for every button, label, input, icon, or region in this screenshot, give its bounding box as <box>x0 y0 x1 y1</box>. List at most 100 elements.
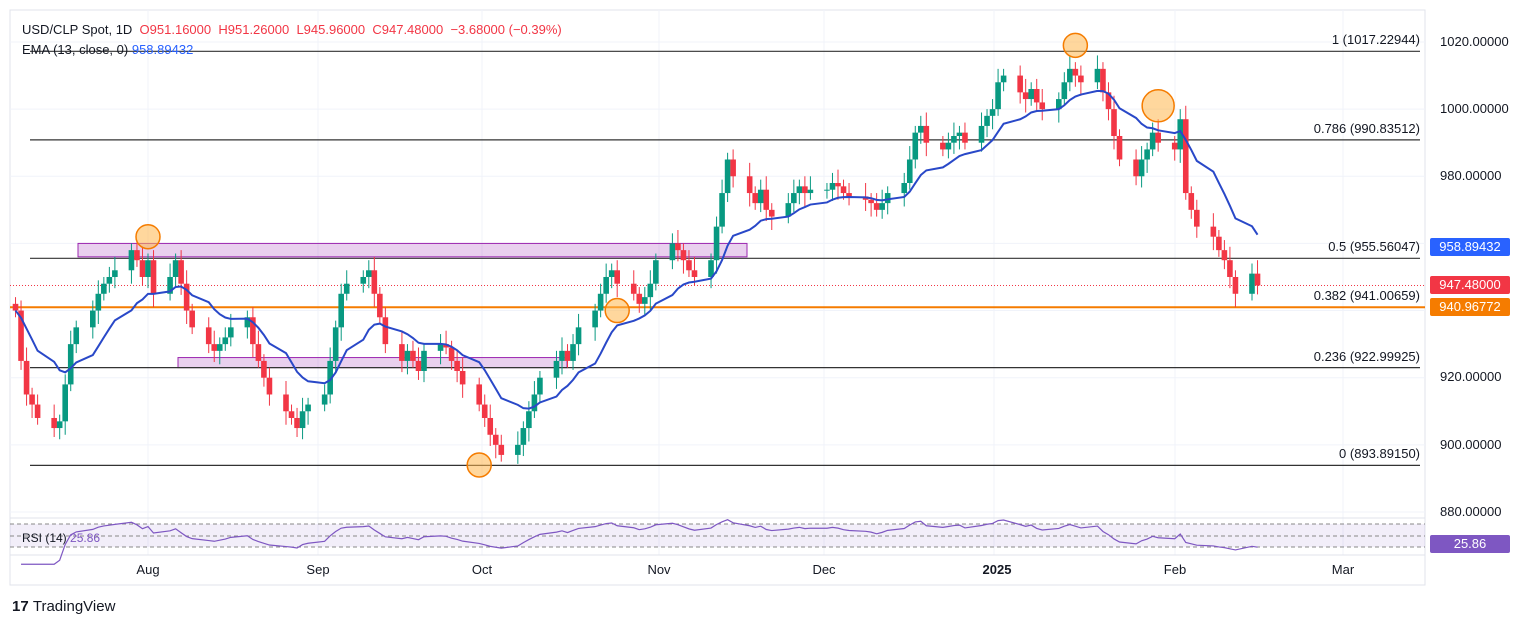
candle-body <box>1061 82 1068 100</box>
candle-body <box>1033 88 1040 103</box>
candle-body <box>608 270 615 277</box>
candle-body <box>630 283 637 294</box>
candle-body <box>840 186 847 194</box>
candle-body <box>167 276 173 294</box>
candle-body <box>481 404 488 418</box>
close-value: C947.48000 <box>372 22 444 37</box>
candle-body <box>250 317 256 345</box>
candle-body <box>90 310 96 328</box>
candle-body <box>366 270 372 277</box>
candle-body <box>1210 226 1217 237</box>
y-tick: 900.00000 <box>1440 437 1502 452</box>
candle-body <box>526 411 532 429</box>
candle-body <box>763 189 770 210</box>
candle-body <box>67 344 74 385</box>
candle-body <box>288 411 295 418</box>
candle-body <box>686 260 692 271</box>
candle-body <box>294 417 300 429</box>
candle-body <box>978 125 985 143</box>
resistance-zone <box>77 242 748 258</box>
candle-body <box>824 189 830 191</box>
candle-body <box>719 193 725 227</box>
symbol-label: USD/CLP Spot, 1D <box>22 22 133 37</box>
candle-body <box>730 159 736 177</box>
candle-body <box>918 125 924 133</box>
ema-legend[interactable]: EMA (13, close, 0) 958.89432 <box>22 42 193 57</box>
candle-body <box>95 293 102 311</box>
candle-body <box>321 394 328 405</box>
candle-body <box>244 317 251 328</box>
candle-body <box>421 350 427 371</box>
rsi-value: 25.86 <box>70 531 101 545</box>
candle-body <box>211 344 218 351</box>
candle-body <box>443 344 449 348</box>
candle-body <box>531 394 538 412</box>
candle-body <box>145 260 151 277</box>
y-tick: 980.00000 <box>1440 168 1502 183</box>
candle-body <box>785 203 792 217</box>
candle-body <box>879 203 885 210</box>
candle-body <box>802 186 808 194</box>
candle-body <box>12 303 19 311</box>
candle-body <box>498 444 505 455</box>
ema-label: EMA (13, close, 0) <box>22 42 129 57</box>
tradingview-logo[interactable]: 17 TradingView <box>12 598 116 615</box>
x-tick: 2025 <box>982 562 1012 577</box>
candle-body <box>1138 159 1145 177</box>
candle-body <box>150 260 157 294</box>
candle-body <box>1188 193 1195 210</box>
swing-marker <box>1062 32 1089 59</box>
candle-body <box>912 132 919 160</box>
candle-body <box>338 293 344 328</box>
candle-body <box>597 293 604 311</box>
x-tick: Dec <box>812 562 836 577</box>
candle-body <box>691 270 698 277</box>
candle-body <box>178 260 184 284</box>
candle-body <box>266 377 273 395</box>
candle-body <box>675 243 681 251</box>
candle-body <box>603 276 609 294</box>
candle-body <box>101 283 107 294</box>
candle-body <box>128 250 135 271</box>
candle-body <box>1227 260 1233 277</box>
candle-body <box>18 310 24 361</box>
candle-body <box>283 394 289 412</box>
candle-body <box>205 327 212 345</box>
candle-body <box>1039 102 1046 110</box>
candle-body <box>382 317 389 345</box>
candle-body <box>487 417 494 435</box>
candle-body <box>371 270 378 294</box>
candle-body <box>112 270 118 277</box>
candle-body <box>228 327 234 338</box>
candle-body <box>29 394 35 405</box>
candle-body <box>332 327 339 361</box>
fib-label: 0 (893.89150) <box>1339 446 1420 462</box>
candle-body <box>255 344 262 361</box>
candle-body <box>1078 75 1084 83</box>
candle-body <box>564 350 571 361</box>
candle-body <box>515 444 521 455</box>
candle-body <box>653 260 659 284</box>
candle-body <box>708 260 714 277</box>
candle-body <box>940 142 946 150</box>
candle-body <box>1022 92 1029 100</box>
candle-body <box>261 360 267 378</box>
x-tick: Feb <box>1163 562 1187 577</box>
swing-marker <box>604 297 630 324</box>
candle-body <box>724 159 731 194</box>
candle-body <box>746 176 753 194</box>
candle-body <box>962 132 968 143</box>
candle-body <box>134 250 140 261</box>
rsi-legend[interactable]: RSI (14) 25.86 <box>22 531 100 545</box>
candle-body <box>791 193 797 204</box>
candle-body <box>614 270 620 284</box>
candle-body <box>923 125 930 143</box>
fib-label: 1 (1017.22944) <box>1331 32 1420 48</box>
y-tick: 1020.00000 <box>1440 34 1509 49</box>
candle-body <box>377 293 383 318</box>
candle-body <box>884 193 891 204</box>
candle-body <box>399 344 405 361</box>
candle-body <box>183 283 190 311</box>
